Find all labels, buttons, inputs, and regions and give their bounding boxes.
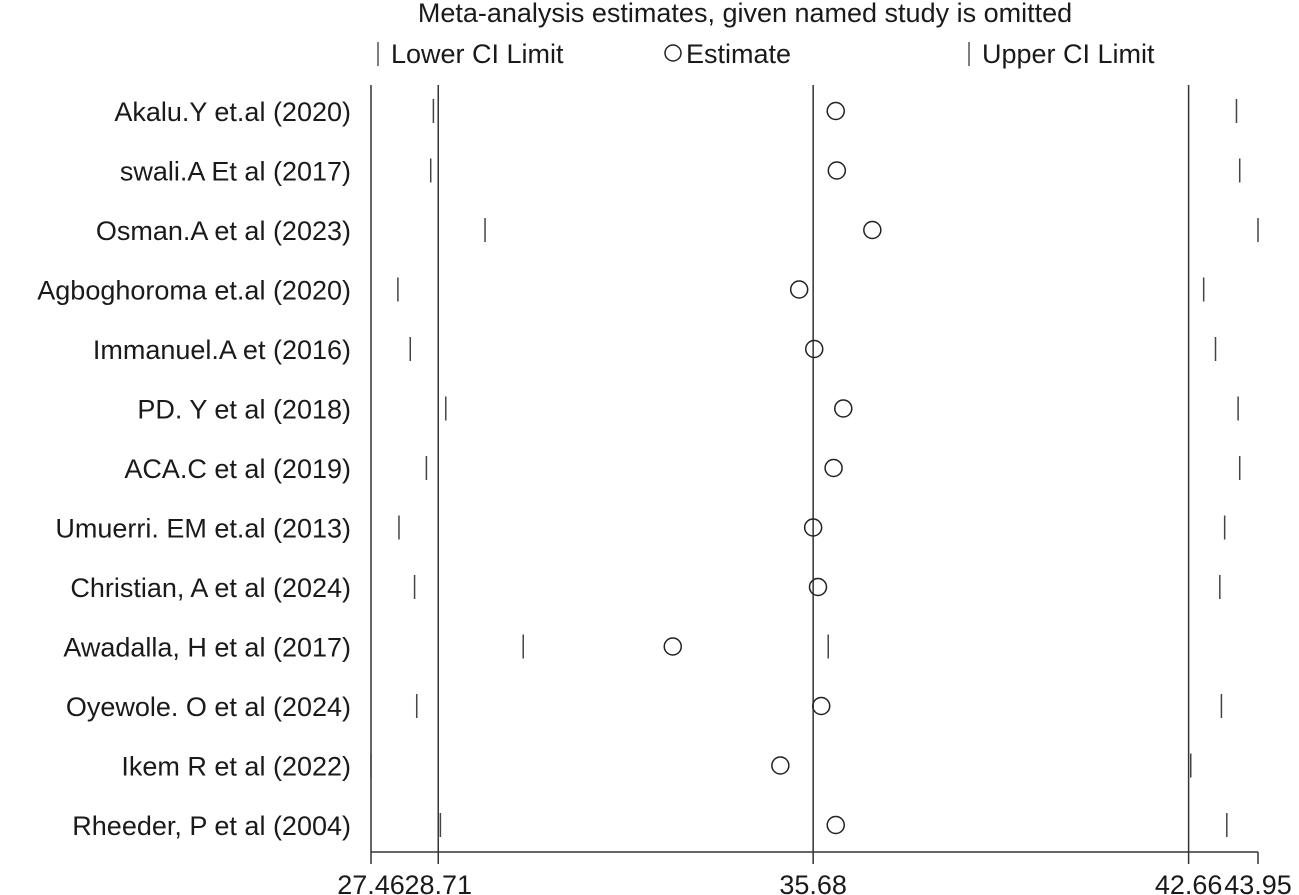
estimate-marker [789,280,809,299]
study-row-2: Osman.A et al (2023) [96,216,1259,246]
estimate-marker [826,101,845,121]
legend-estimate-marker [664,44,682,62]
x-tick-label-3: 42.66 [1155,870,1223,895]
study-row-10: Oyewole. O et al (2024) [66,692,1223,722]
x-tick-label-1: 28.71 [404,870,472,895]
estimate-marker [826,815,845,835]
study-label: Osman.A et al (2023) [96,216,351,246]
study-label: Rheeder, P et al (2004) [72,811,351,841]
study-row-5: PD. Y et al (2018) [137,395,1239,425]
legend-lower-label: Lower CI Limit [391,39,564,69]
x-tick-label-2: 35.68 [779,870,847,895]
estimate-marker [827,161,847,180]
study-label: PD. Y et al (2018) [137,395,351,425]
estimate-marker [771,756,790,775]
study-row-3: Agboghoroma et.al (2020) [37,276,1205,306]
estimate-marker [824,458,843,478]
x-tick-label-4: 43.95 [1224,870,1292,895]
estimate-marker [804,339,824,359]
study-row-9: Awadalla, H et al (2017) [63,633,829,663]
study-row-11: Ikem R et al (2022) [121,752,1192,782]
study-label: ACA.C et al (2019) [124,454,351,484]
legend: Lower CI Limit Estimate Upper CI Limit [377,39,1155,69]
legend-upper-label: Upper CI Limit [982,39,1155,69]
study-row-0: Akalu.Y et.al (2020) [114,97,1238,127]
chart-title: Meta-analysis estimates, given named stu… [418,0,1072,28]
x-axis-ticks: 27.46 28.71 35.68 42.66 43.95 [337,852,1292,895]
legend-estimate-label: Estimate [686,39,791,69]
study-label: Ikem R et al (2022) [121,752,351,782]
study-row-4: Immanuel.A et (2016) [93,335,1217,365]
study-row-12: Rheeder, P et al (2004) [72,811,1228,841]
study-rows: Akalu.Y et.al (2020) swali.A Et al (2017)… [37,97,1259,841]
study-label: Awadalla, H et al (2017) [63,633,351,663]
reference-lines [437,85,1190,852]
estimate-marker [834,399,853,418]
estimate-marker [808,577,828,597]
study-label: swali.A Et al (2017) [120,157,351,187]
x-tick-label-0: 27.46 [337,870,405,895]
estimate-marker [663,637,683,656]
study-row-6: ACA.C et al (2019) [124,454,1241,484]
study-row-8: Christian, A et al (2024) [70,573,1221,603]
study-label: Umuerri. EM et.al (2013) [55,514,351,544]
study-label: Oyewole. O et al (2024) [66,692,351,722]
estimate-marker [803,518,823,537]
study-row-1: swali.A Et al (2017) [120,157,1241,187]
estimate-marker [863,220,882,240]
study-label: Immanuel.A et (2016) [93,335,351,365]
study-label: Akalu.Y et.al (2020) [114,97,351,127]
study-row-7: Umuerri. EM et.al (2013) [55,514,1226,544]
study-label: Agboghoroma et.al (2020) [37,276,351,306]
estimate-marker [811,696,831,716]
study-label: Christian, A et al (2024) [70,573,351,603]
